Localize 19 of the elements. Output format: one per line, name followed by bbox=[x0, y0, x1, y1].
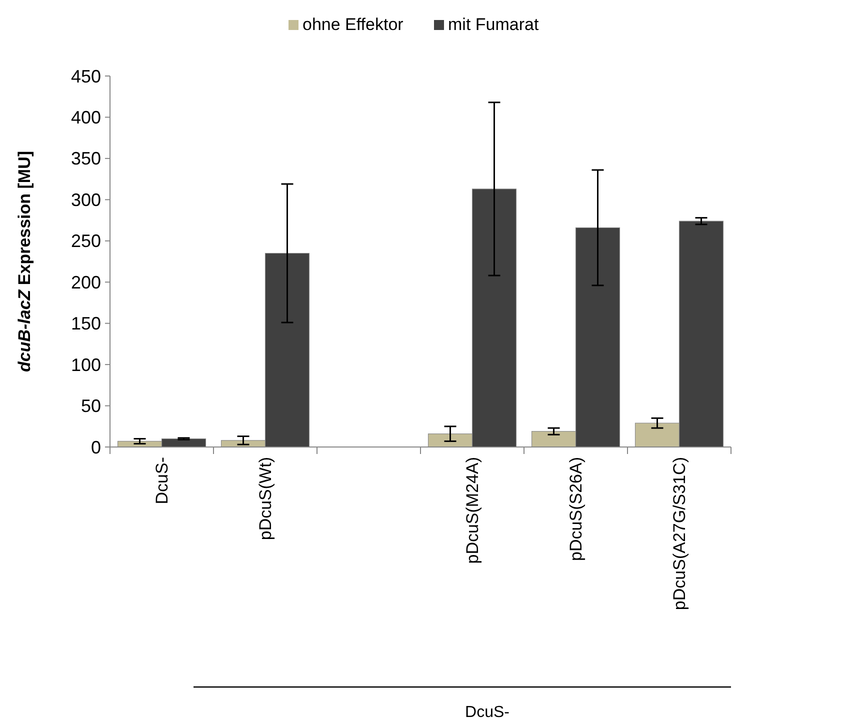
y-tick-label: 250 bbox=[70, 231, 101, 252]
y-tick-label: 200 bbox=[70, 272, 101, 292]
text: DcuS- bbox=[465, 704, 510, 721]
y-tick-label: 450 bbox=[70, 66, 101, 86]
y-tick-label: 350 bbox=[70, 148, 101, 169]
y-tick-label: 400 bbox=[70, 108, 101, 128]
y-axis-title: dcuB-lacZ Expression [MU] bbox=[15, 150, 34, 372]
x-tick-label: pDcuS(M24A) bbox=[463, 457, 482, 564]
x-tick-label: pDcuS(S26A) bbox=[566, 457, 586, 561]
x-tick-label: pDcuS(Wt) bbox=[256, 457, 276, 540]
y-tick-label: 0 bbox=[90, 437, 101, 458]
x-tick-label: DcuS- bbox=[152, 457, 172, 504]
x-tick-label: pDcuS(A27G/S31C) bbox=[670, 457, 690, 610]
y-tick-label: 100 bbox=[70, 354, 101, 375]
y-tick-label: 150 bbox=[70, 314, 101, 334]
y-tick-label: 300 bbox=[70, 190, 101, 210]
y-tick-label: 50 bbox=[80, 396, 101, 416]
legend-label: mit Fumarat bbox=[448, 15, 539, 34]
legend-label: ohne Effektor bbox=[302, 15, 404, 34]
